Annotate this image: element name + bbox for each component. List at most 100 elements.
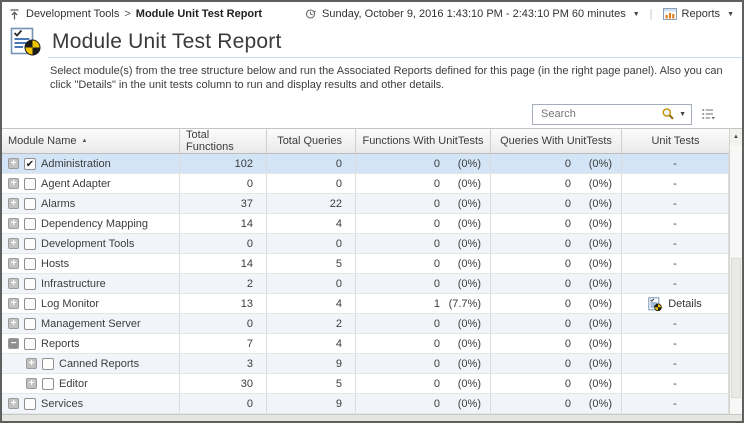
total-functions-cell: 30 [180, 374, 267, 393]
table-row[interactable]: + Agent Adapter 0 0 0 (0%) 0 (0%) - [2, 174, 729, 194]
column-header-module-name[interactable]: Module Name ▲ [2, 129, 180, 153]
table-row[interactable]: − Reports 7 4 0 (0%) 0 (0%) - [2, 334, 729, 354]
total-queries-cell: 0 [267, 174, 356, 193]
details-link[interactable]: Details [668, 297, 702, 310]
time-range-label: Sunday, October 9, 2016 1:43:10 PM - 2:4… [322, 8, 626, 20]
queries-with-unittests-cell: 0 (0%) [491, 354, 622, 373]
search-options-dropdown-icon[interactable]: ▼ [679, 110, 686, 118]
row-checkbox[interactable] [24, 197, 36, 210]
row-checkbox[interactable]: ✔ [24, 157, 36, 170]
row-checkbox[interactable] [24, 237, 36, 250]
row-checkbox[interactable] [24, 337, 36, 350]
topbar-divider: | [649, 8, 653, 20]
table-row[interactable]: + Development Tools 0 0 0 (0%) 0 (0%) - [2, 234, 729, 254]
queries-with-unittests-cell: 0 (0%) [491, 154, 622, 173]
column-header-queries-with-unittests[interactable]: Queries With UnitTests [491, 129, 622, 153]
module-name-label: Hosts [41, 257, 70, 270]
row-checkbox[interactable] [24, 277, 36, 290]
expand-button[interactable]: + [8, 218, 19, 229]
module-name-label: Development Tools [41, 237, 135, 250]
queries-unittest-percent: (0%) [588, 297, 612, 310]
row-checkbox[interactable] [42, 357, 54, 370]
module-name-label: Dependency Mapping [41, 217, 149, 230]
expand-button[interactable]: + [8, 198, 19, 209]
module-name-cell: + Hosts [2, 254, 180, 273]
clock-icon [305, 8, 317, 20]
breadcrumb-parent[interactable]: Development Tools [26, 8, 120, 20]
vertical-scrollbar-thumb[interactable] [731, 257, 741, 398]
queries-unittest-percent: (0%) [588, 217, 612, 230]
unit-test-report-icon [10, 27, 41, 56]
queries-unittest-percent: (0%) [588, 377, 612, 390]
page-title: Module Unit Test Report [52, 29, 282, 53]
total-functions-cell: 14 [180, 254, 267, 273]
module-name-label: Reports [41, 337, 80, 350]
table-row[interactable]: + Services 0 9 0 (0%) 0 (0%) - [2, 394, 729, 414]
column-header-functions-with-unittests[interactable]: Functions With UnitTests [356, 129, 491, 153]
functions-unittest-count: 0 [433, 217, 440, 230]
queries-with-unittests-cell: 0 (0%) [491, 294, 622, 313]
functions-unittest-percent: (0%) [457, 197, 481, 210]
module-name-cell: + Development Tools [2, 234, 180, 253]
expand-button[interactable]: + [8, 318, 19, 329]
expand-button[interactable]: + [8, 298, 19, 309]
expand-button[interactable]: + [8, 238, 19, 249]
column-chooser-icon[interactable] [701, 107, 716, 121]
row-checkbox[interactable] [24, 217, 36, 230]
table-row[interactable]: + Log Monitor 13 4 1 (7.7%) 0 (0%) Details [2, 294, 729, 314]
title-divider [48, 57, 742, 58]
table-row[interactable]: + Management Server 0 2 0 (0%) 0 (0%) - [2, 314, 729, 334]
functions-unittest-count: 0 [433, 177, 440, 190]
reports-dropdown[interactable]: Reports ▼ [662, 8, 734, 20]
collapse-button[interactable]: − [8, 338, 19, 349]
scroll-up-icon[interactable]: ▲ [730, 129, 742, 145]
expand-button[interactable]: + [8, 158, 19, 169]
row-checkbox[interactable] [42, 377, 54, 390]
search-icon[interactable] [661, 107, 675, 121]
table-row[interactable]: + ✔ Administration 102 0 0 (0%) 0 (0%) - [2, 154, 729, 174]
column-header-unit-tests[interactable]: Unit Tests [651, 135, 700, 147]
functions-unittest-count: 0 [433, 397, 440, 410]
row-checkbox[interactable] [24, 317, 36, 330]
row-checkbox[interactable] [24, 177, 36, 190]
expand-button[interactable]: + [8, 278, 19, 289]
vertical-scrollbar[interactable]: ▲ [729, 129, 742, 414]
expand-button[interactable]: + [26, 358, 37, 369]
total-functions-cell: 0 [180, 394, 267, 413]
queries-unittest-percent: (0%) [588, 337, 612, 350]
total-queries-cell: 2 [267, 314, 356, 333]
expand-button[interactable]: + [8, 258, 19, 269]
table-row[interactable]: + Alarms 37 22 0 (0%) 0 (0%) - [2, 194, 729, 214]
reports-icon [662, 8, 677, 20]
module-name-label: Canned Reports [59, 357, 140, 370]
horizontal-scrollbar[interactable] [2, 415, 742, 421]
search-input[interactable] [539, 107, 662, 121]
row-checkbox[interactable] [24, 397, 36, 410]
module-name-cell: − Reports [2, 334, 180, 353]
table-row[interactable]: + Hosts 14 5 0 (0%) 0 (0%) - [2, 254, 729, 274]
queries-unittest-count: 0 [564, 337, 571, 350]
column-header-total-queries[interactable]: Total Queries [267, 129, 356, 153]
table-row[interactable]: + Editor 30 5 0 (0%) 0 (0%) - [2, 374, 729, 394]
table-row[interactable]: + Dependency Mapping 14 4 0 (0%) 0 (0%) - [2, 214, 729, 234]
up-level-icon[interactable] [8, 8, 21, 21]
functions-unittest-percent: (0%) [457, 257, 481, 270]
total-functions-cell: 102 [180, 154, 267, 173]
table-row[interactable]: + Canned Reports 3 9 0 (0%) 0 (0%) - [2, 354, 729, 374]
expand-button[interactable]: + [26, 378, 37, 389]
expand-button[interactable]: + [8, 178, 19, 189]
unit-tests-cell: - [622, 394, 729, 413]
time-range-selector[interactable]: Sunday, October 9, 2016 1:43:10 PM - 2:4… [305, 8, 640, 20]
functions-with-unittests-cell: 0 (0%) [356, 234, 491, 253]
expand-button[interactable]: + [8, 398, 19, 409]
vertical-scrollbar-track[interactable] [730, 145, 742, 414]
row-checkbox[interactable] [24, 297, 36, 310]
module-name-cell: + Agent Adapter [2, 174, 180, 193]
row-checkbox[interactable] [24, 257, 36, 270]
total-queries-cell: 4 [267, 294, 356, 313]
column-header-total-functions[interactable]: Total Functions [180, 129, 267, 153]
table-row[interactable]: + Infrastructure 2 0 0 (0%) 0 (0%) - [2, 274, 729, 294]
unit-tests-dash: - [673, 397, 677, 410]
page-description: Select module(s) from the tree structure… [50, 65, 723, 91]
